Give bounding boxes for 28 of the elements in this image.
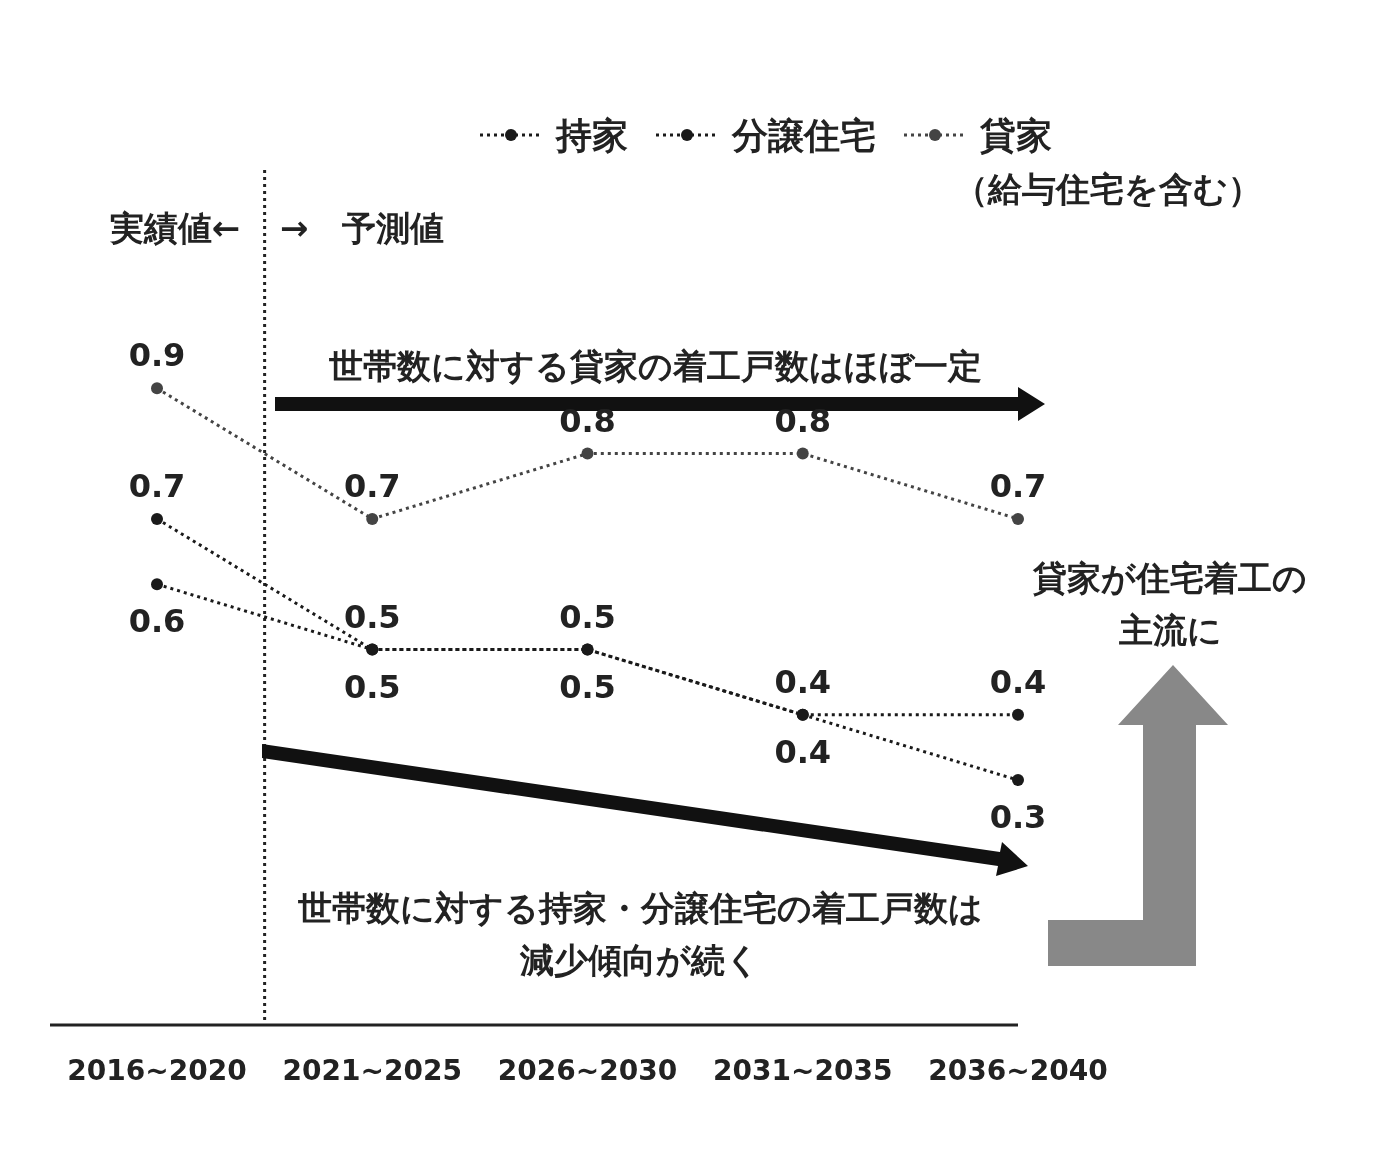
x-tick-label: 2026~2030: [497, 1054, 678, 1087]
text: 世帯数に対する持家・分譲住宅の着工戸数は減少傾向が続く: [296, 888, 983, 980]
data-label: 0.5: [559, 597, 616, 636]
x-tick-label: 2016~2020: [67, 1054, 247, 1087]
data-label: 0.8: [559, 401, 616, 440]
data-label: 0.5: [343, 667, 401, 706]
x-tick-label: 2021~2025: [282, 1054, 462, 1087]
data-label: 0.3: [989, 798, 1047, 837]
annotation: 貸家が住宅着工の主流に: [1032, 558, 1307, 650]
data-label: 0.6: [128, 602, 186, 641]
data-label: 0.4: [989, 662, 1047, 701]
legend-label: 貸家（給与住宅を含む）: [954, 115, 1262, 209]
text: → 予測値: [280, 208, 445, 248]
data-label: 0.9: [128, 336, 186, 375]
data-label: 0.5: [559, 667, 616, 706]
data-label: 0.4: [774, 662, 832, 701]
data-label: 0.5: [343, 597, 401, 636]
data-label: 0.8: [774, 401, 832, 440]
text: 実績値←: [108, 208, 240, 248]
text: 世帯数に対する貸家の着工戸数はほぼ一定: [327, 346, 982, 386]
data-label: 0.7: [343, 466, 401, 505]
legend-label: 分譲住宅: [731, 115, 876, 156]
legend-label: 持家: [554, 115, 628, 156]
data-label: 0.4: [774, 732, 832, 771]
x-tick-label: 2036~2040: [928, 1054, 1108, 1087]
data-label: 0.7: [128, 466, 186, 505]
data-label: 0.7: [989, 466, 1047, 505]
x-tick-label: 2031~2035: [713, 1054, 893, 1087]
